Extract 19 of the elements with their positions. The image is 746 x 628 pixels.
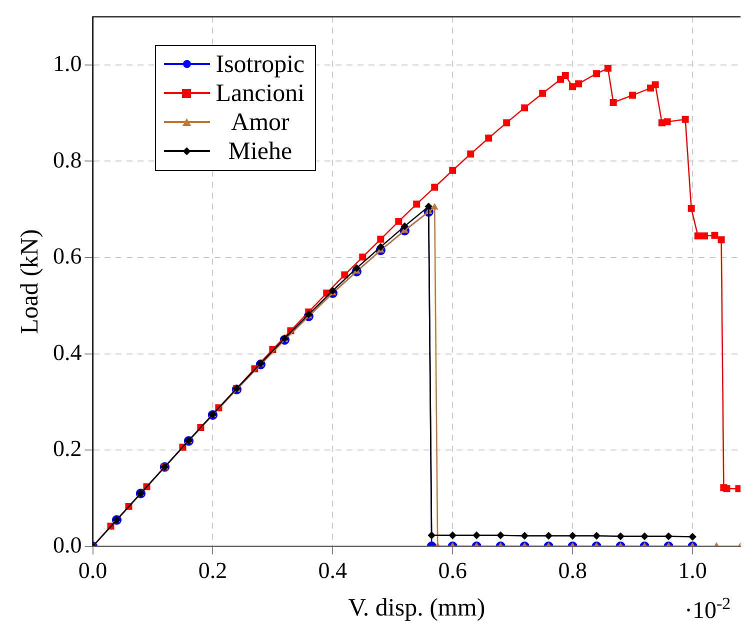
text: ·10$^{-2}$ xyxy=(684,594,731,626)
x-tick-label: 0.2 xyxy=(198,558,228,584)
legend-label: Lancioni xyxy=(216,78,305,108)
y-tick-label: 0.2 xyxy=(53,436,82,462)
y-tick-label: 0.0 xyxy=(53,532,82,558)
y-tick-label: 1.0 xyxy=(53,50,82,76)
legend-label: Isotropic xyxy=(216,50,305,79)
y-tick-label: 0.6 xyxy=(53,244,82,269)
legend-label: Amor xyxy=(230,108,290,137)
x-tick-label: 1.0 xyxy=(678,558,707,584)
x-tick-label: 0.6 xyxy=(438,558,467,584)
x-tick-label: 0.8 xyxy=(558,558,587,584)
x-tick-label: 0.4 xyxy=(318,558,348,584)
legend-label: Miehe xyxy=(227,136,294,166)
y-tick-label: 0.4 xyxy=(53,340,82,365)
y-axis-title: Load (kN) xyxy=(16,229,44,334)
x-axis-title: V. disp. (mm) xyxy=(348,594,486,622)
x-tick-label: 0.0 xyxy=(78,558,108,584)
y-tick-label: 0.8 xyxy=(53,147,82,172)
